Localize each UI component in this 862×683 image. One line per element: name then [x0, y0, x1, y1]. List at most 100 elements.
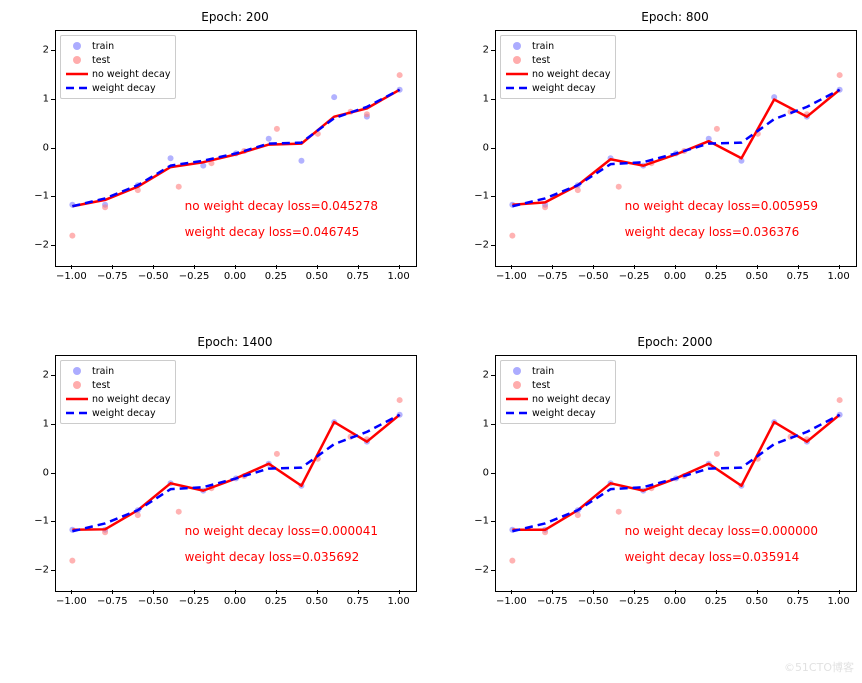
- test-point: [102, 204, 108, 210]
- ytick: [491, 521, 495, 522]
- xtick-label: −1.00: [56, 271, 87, 282]
- train-point: [331, 94, 337, 100]
- legend-item: no weight decay: [506, 67, 610, 81]
- annotation-no-weight-decay: no weight decay loss=0.005959: [625, 199, 818, 213]
- test-point: [616, 184, 622, 190]
- legend-item: weight decay: [66, 81, 170, 95]
- xtick: [716, 590, 717, 594]
- ytick: [51, 148, 55, 149]
- no-weight-decay-line: [72, 90, 399, 207]
- xtick: [276, 265, 277, 269]
- xtick: [194, 265, 195, 269]
- ytick-label: 2: [467, 369, 489, 380]
- ytick: [51, 99, 55, 100]
- ytick: [51, 375, 55, 376]
- xtick: [675, 590, 676, 594]
- test-point: [714, 451, 720, 457]
- legend-item: train: [506, 364, 610, 378]
- legend-item: test: [506, 378, 610, 392]
- legend-label: no weight decay: [532, 69, 610, 80]
- xtick: [112, 590, 113, 594]
- xtick: [235, 265, 236, 269]
- test-point: [69, 233, 75, 239]
- legend-item: weight decay: [66, 406, 170, 420]
- xtick-label: 0.25: [265, 596, 287, 607]
- legend-label: train: [532, 41, 554, 52]
- legend-item: train: [66, 39, 170, 53]
- ytick: [51, 473, 55, 474]
- no-weight-decay-line: [512, 415, 839, 530]
- test-point: [575, 187, 581, 193]
- test-point: [616, 509, 622, 515]
- legend-label: test: [92, 55, 110, 66]
- legend-item: no weight decay: [66, 67, 170, 81]
- annotation-weight-decay: weight decay loss=0.035692: [185, 550, 360, 564]
- ytick-label: 0: [467, 142, 489, 153]
- xtick: [511, 265, 512, 269]
- xtick: [317, 265, 318, 269]
- no-weight-decay-line: [72, 415, 399, 530]
- xtick: [153, 590, 154, 594]
- train-point: [298, 158, 304, 164]
- xtick: [153, 265, 154, 269]
- test-point: [575, 512, 581, 518]
- ytick: [491, 196, 495, 197]
- xtick-label: −0.50: [138, 271, 169, 282]
- test-point: [397, 397, 403, 403]
- xtick: [634, 590, 635, 594]
- xtick-label: −0.25: [179, 596, 210, 607]
- ytick-label: 2: [27, 369, 49, 380]
- xtick-label: 1.00: [827, 596, 849, 607]
- xtick-label: −0.75: [97, 271, 128, 282]
- xtick: [839, 265, 840, 269]
- xtick-label: 0.00: [664, 271, 686, 282]
- ytick: [51, 245, 55, 246]
- legend-item: weight decay: [506, 81, 610, 95]
- xtick-label: 1.00: [827, 271, 849, 282]
- legend-label: no weight decay: [92, 394, 170, 405]
- legend-item: weight decay: [506, 406, 610, 420]
- xtick-label: −0.75: [97, 596, 128, 607]
- ytick-label: 1: [467, 93, 489, 104]
- xtick: [798, 590, 799, 594]
- legend-label: test: [532, 55, 550, 66]
- ytick: [491, 424, 495, 425]
- xtick: [593, 590, 594, 594]
- ytick: [491, 375, 495, 376]
- xtick: [194, 590, 195, 594]
- xtick: [552, 590, 553, 594]
- xtick: [358, 265, 359, 269]
- ytick: [51, 50, 55, 51]
- ytick: [491, 148, 495, 149]
- xtick: [593, 265, 594, 269]
- xtick-label: 0.00: [224, 596, 246, 607]
- xtick-label: 0.75: [787, 271, 809, 282]
- test-point: [135, 512, 141, 518]
- legend-item: train: [506, 39, 610, 53]
- ytick: [51, 570, 55, 571]
- test-point: [837, 397, 843, 403]
- legend: train test no weight decayweight decay: [500, 35, 616, 99]
- test-point: [509, 233, 515, 239]
- legend-label: test: [532, 380, 550, 391]
- legend: train testno weight decayweight decay: [60, 35, 176, 99]
- ytick-label: −1: [27, 191, 49, 202]
- xtick-label: 0.25: [705, 271, 727, 282]
- weight-decay-line: [72, 90, 399, 207]
- test-point: [714, 126, 720, 132]
- xtick: [634, 265, 635, 269]
- xtick-label: −1.00: [496, 271, 527, 282]
- xtick-label: −0.25: [619, 596, 650, 607]
- xtick: [235, 590, 236, 594]
- annotation-no-weight-decay: no weight decay loss=0.045278: [185, 199, 378, 213]
- xtick: [798, 265, 799, 269]
- ytick: [51, 196, 55, 197]
- test-point: [274, 451, 280, 457]
- xtick-label: 0.75: [787, 596, 809, 607]
- legend-label: weight decay: [92, 408, 156, 419]
- xtick-label: 0.25: [265, 271, 287, 282]
- ytick-label: −1: [27, 516, 49, 527]
- subplot-1-title: Epoch: 800: [495, 10, 855, 24]
- xtick-label: 0.75: [347, 271, 369, 282]
- legend-label: train: [92, 366, 114, 377]
